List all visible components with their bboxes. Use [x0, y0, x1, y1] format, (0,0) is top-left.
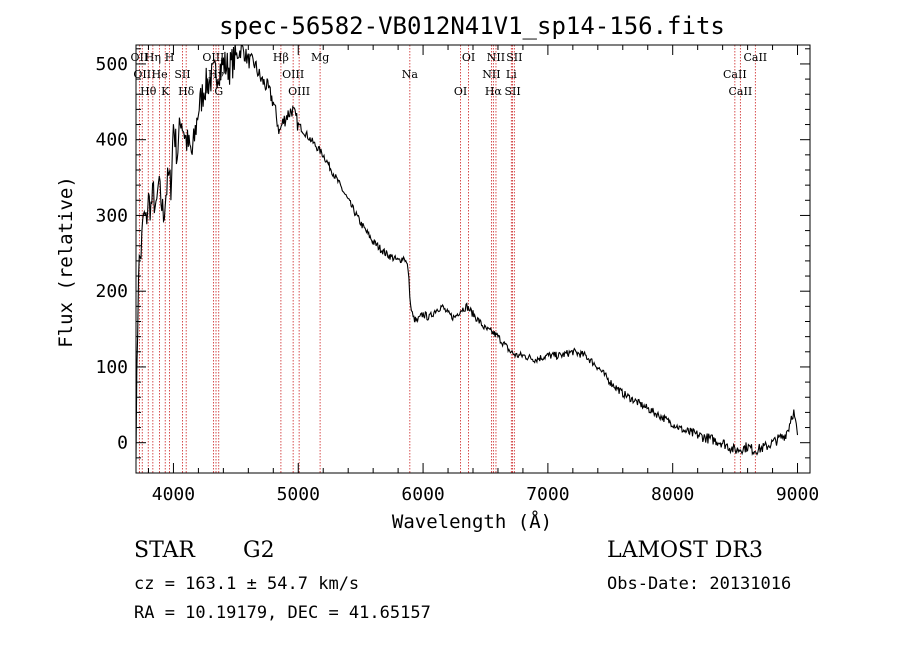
line-marker-label: OI: [462, 51, 475, 64]
object-class: STAR: [134, 538, 195, 563]
plot-frame: [135, 44, 811, 474]
line-marker-label: K: [161, 85, 170, 98]
line-marker-label: Hα: [485, 85, 503, 98]
observation-date: Obs-Date: 20131016: [607, 574, 792, 594]
line-marker-label: CaII: [743, 51, 767, 64]
x-tick-label: 6000: [401, 484, 444, 505]
x-tick-label: 8000: [651, 484, 694, 505]
x-axis-label: Wavelength (Å): [392, 510, 552, 533]
y-tick-label: 100: [95, 357, 128, 378]
line-markers: [138, 45, 756, 473]
redshift-cz: cz = 163.1 ± 54.7 km/s: [134, 574, 360, 594]
line-marker-label: CaII: [729, 85, 753, 98]
spectrum-chart: spec-56582-VB012N41V1_sp14-156.fits OII O…: [55, 12, 819, 533]
y-axis-ticks: 0 100 200 300 400 500: [95, 48, 810, 474]
line-marker-label: SII: [504, 85, 520, 98]
line-marker-label: Hθ: [140, 85, 157, 98]
line-marker-label: SII: [174, 68, 190, 81]
line-marker-label: OIII: [282, 68, 304, 81]
line-marker-label: H: [165, 51, 175, 64]
line-marker-label: OII: [133, 68, 151, 81]
line-marker-label: NII: [487, 51, 505, 64]
x-tick-label: 4000: [152, 484, 195, 505]
line-marker-label: OI: [454, 85, 467, 98]
line-marker-labels: OIIOIIHθHηHeKHSIIHδOIIIHγGHβOIIIOIIIMgNa…: [131, 51, 768, 98]
line-marker-label: Hβ: [273, 51, 289, 64]
x-tick-label: 9000: [776, 484, 819, 505]
line-marker-label: G: [214, 85, 223, 98]
y-tick-label: 200: [95, 281, 128, 302]
spectrum-line: [136, 45, 799, 460]
line-marker-label: Hδ: [178, 85, 195, 98]
line-marker-label: Mg: [311, 51, 329, 64]
line-marker-label: Li: [506, 68, 517, 81]
line-marker-label: CaII: [723, 68, 747, 81]
y-tick-label: 300: [95, 205, 128, 226]
line-marker-label: Na: [402, 68, 419, 81]
line-marker-label: OII: [131, 51, 149, 64]
x-axis-ticks: 4000 5000 6000 7000 8000 9000: [147, 45, 819, 505]
coordinates: RA = 10.19179, DEC = 41.65157: [134, 603, 431, 623]
survey-name: LAMOST DR3: [607, 538, 763, 563]
line-marker-label: OIII: [288, 85, 310, 98]
line-marker-label: He: [152, 68, 168, 81]
line-marker-label: SII: [506, 51, 522, 64]
chart-title: spec-56582-VB012N41V1_sp14-156.fits: [219, 12, 725, 40]
line-marker-label: Hη: [145, 51, 161, 64]
y-tick-label: 0: [117, 433, 128, 454]
y-tick-label: 500: [95, 54, 128, 75]
y-axis-label: Flux (relative): [55, 176, 77, 348]
line-marker-label: NII: [482, 68, 500, 81]
line-marker-label: OIII: [202, 51, 224, 64]
y-tick-label: 400: [95, 130, 128, 151]
spectral-subclass: G2: [243, 538, 275, 563]
x-tick-label: 7000: [526, 484, 569, 505]
x-tick-label: 5000: [277, 484, 320, 505]
